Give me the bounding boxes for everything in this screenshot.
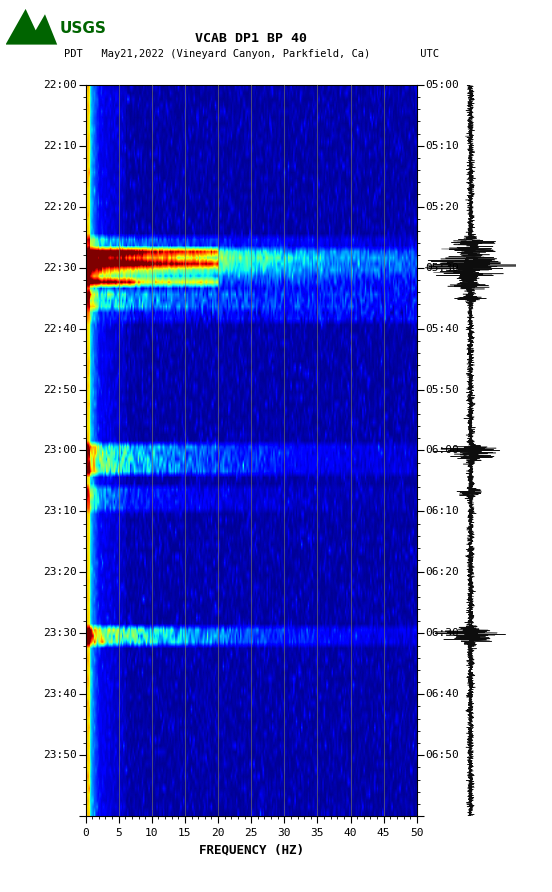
Text: 06:20: 06:20 [425,567,459,577]
Text: 06:10: 06:10 [425,507,459,516]
Text: 22:40: 22:40 [44,324,77,334]
Text: VCAB DP1 BP 40: VCAB DP1 BP 40 [195,32,307,45]
Text: 22:00: 22:00 [44,79,77,90]
Text: PDT   May21,2022 (Vineyard Canyon, Parkfield, Ca)        UTC: PDT May21,2022 (Vineyard Canyon, Parkfie… [63,48,439,59]
Text: 06:40: 06:40 [425,690,459,699]
Text: 05:00: 05:00 [425,79,459,90]
Text: 05:20: 05:20 [425,202,459,211]
Polygon shape [6,9,57,45]
Text: 23:10: 23:10 [44,507,77,516]
Text: 22:10: 22:10 [44,141,77,151]
Text: 23:40: 23:40 [44,690,77,699]
Text: 05:40: 05:40 [425,324,459,334]
Text: USGS: USGS [60,21,106,36]
Text: 05:30: 05:30 [425,262,459,273]
X-axis label: FREQUENCY (HZ): FREQUENCY (HZ) [199,844,304,856]
Text: 06:00: 06:00 [425,445,459,456]
Text: 23:20: 23:20 [44,567,77,577]
Text: 06:50: 06:50 [425,750,459,760]
Text: 05:50: 05:50 [425,384,459,394]
Text: 06:30: 06:30 [425,628,459,639]
Text: 23:00: 23:00 [44,445,77,456]
Text: 22:50: 22:50 [44,384,77,394]
Text: 23:50: 23:50 [44,750,77,760]
Text: 22:30: 22:30 [44,262,77,273]
Text: 05:10: 05:10 [425,141,459,151]
Text: 22:20: 22:20 [44,202,77,211]
Text: 23:30: 23:30 [44,628,77,639]
